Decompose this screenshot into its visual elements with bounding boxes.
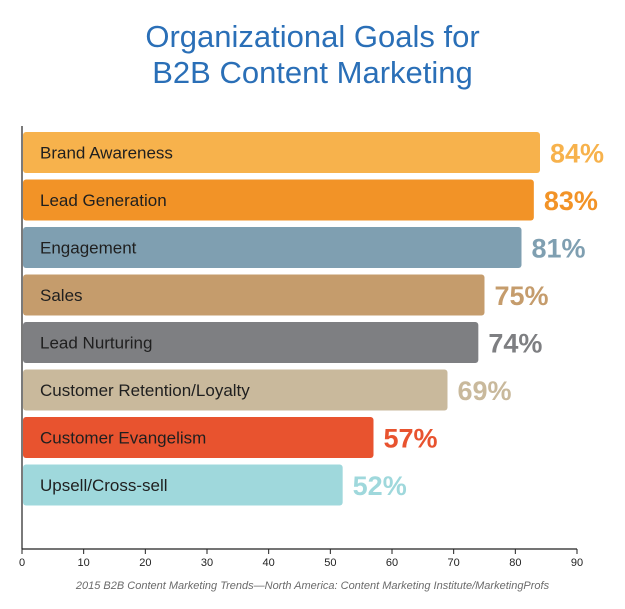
value-label: 81% (532, 234, 586, 264)
value-label: 52% (353, 471, 407, 501)
value-label: 84% (550, 139, 604, 169)
bar (23, 274, 485, 316)
x-tick-label: 20 (139, 557, 151, 569)
bar-label: Upsell/Cross-sell (40, 476, 168, 495)
bar-label: Customer Evangelism (40, 429, 206, 448)
x-tick-label: 0 (19, 557, 25, 569)
bar (23, 322, 479, 363)
bar (23, 132, 540, 173)
source-note: 2015 B2B Content Marketing Trends—North … (75, 580, 550, 592)
bars-group: Brand Awareness 84% Lead Generation 83% Enga… (23, 132, 604, 506)
bar (23, 179, 534, 221)
value-label: 57% (384, 424, 438, 454)
bar (23, 227, 522, 268)
bar (23, 417, 374, 458)
axes-group: 0 10 20 30 40 50 60 70 80 90 (19, 126, 583, 569)
value-label: 75% (495, 281, 549, 311)
x-tick-label: 50 (324, 557, 336, 569)
bar-label: Lead Nurturing (40, 334, 152, 353)
value-label: 83% (544, 186, 598, 216)
bar (23, 464, 343, 506)
x-tick-label: 10 (78, 557, 90, 569)
chart-title-line-1: Organizational Goals for (145, 19, 480, 54)
bar (23, 369, 448, 411)
x-tick-label: 90 (571, 557, 583, 569)
value-label: 69% (458, 376, 512, 406)
value-label: 74% (488, 329, 542, 359)
bar-label: Engagement (40, 239, 137, 258)
x-tick-label: 30 (201, 557, 213, 569)
x-tick-label: 80 (509, 557, 521, 569)
bar-label: Customer Retention/Loyalty (40, 381, 250, 400)
x-tick-label: 40 (263, 557, 275, 569)
chart-title-line-2: B2B Content Marketing (152, 55, 473, 90)
bar-label: Sales (40, 286, 83, 305)
bar-label: Brand Awareness (40, 144, 173, 163)
x-tick-label: 60 (386, 557, 398, 569)
bar-label: Lead Generation (40, 191, 167, 210)
x-tick-label: 70 (448, 557, 460, 569)
